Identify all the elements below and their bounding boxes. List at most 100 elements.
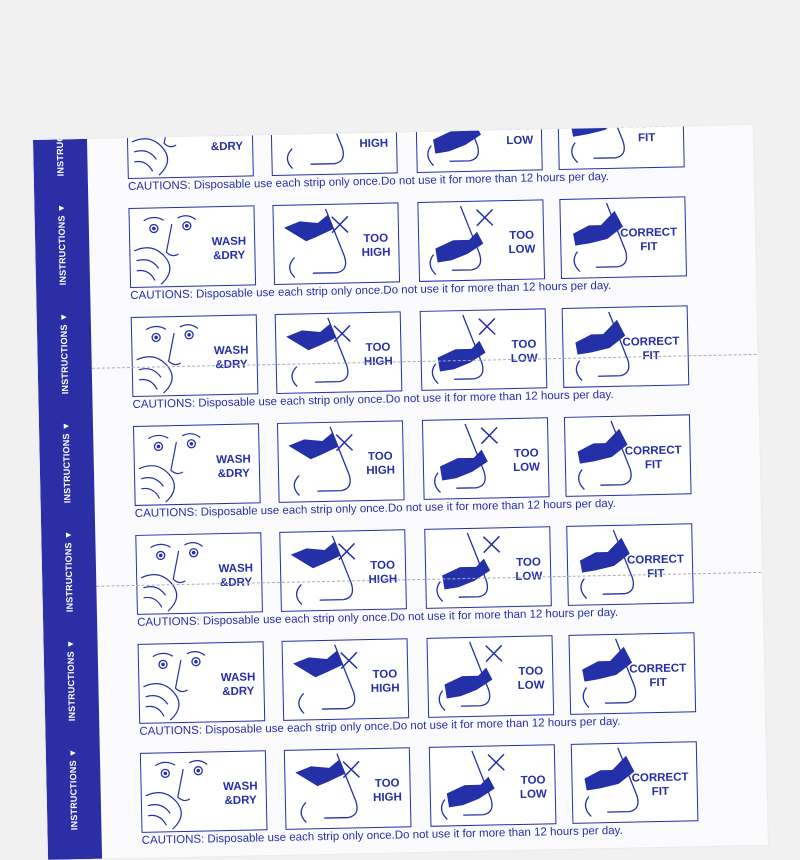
panel-label: WASH &DRY bbox=[213, 344, 249, 372]
nose-strip-too-low-icon bbox=[436, 532, 501, 602]
nose-strip-correct-icon bbox=[579, 529, 635, 599]
instruction-panel: TOO HIGH bbox=[279, 529, 407, 612]
nose-strip-too-high-icon bbox=[286, 317, 351, 387]
instruction-panel: CORRECT FIT bbox=[557, 124, 685, 170]
instruction-panel: TOO LOW bbox=[424, 526, 552, 609]
instruction-panel: CORRECT FIT bbox=[566, 523, 694, 606]
panel-label: TOO LOW bbox=[510, 338, 538, 366]
nose-strip-correct-icon bbox=[575, 311, 630, 382]
instructions-text: INSTRUCTIONS ▼ bbox=[58, 311, 71, 394]
instructions-text: INSTRUCTIONS ▼ bbox=[63, 529, 75, 612]
instruction-panel: WASH &DRY bbox=[130, 314, 259, 397]
panel-label: CORRECT FIT bbox=[618, 125, 675, 145]
face-washing-icon bbox=[140, 542, 203, 612]
instructions-text: INSTRUCTIONS ▼ bbox=[56, 202, 69, 285]
band-instructions-label: INSTRUCTIONS ▼ bbox=[36, 298, 92, 408]
instruction-panel: TOO HIGH bbox=[281, 638, 410, 721]
face-washing-icon bbox=[136, 324, 199, 394]
instruction-panel: WASH &DRY bbox=[133, 423, 261, 506]
face-washing-icon bbox=[143, 651, 206, 721]
band-instructions-label: INSTRUCTIONS ▼ bbox=[43, 625, 99, 735]
nose-strip-too-high-icon bbox=[281, 124, 345, 170]
instruction-panel: TOO HIGH bbox=[276, 420, 405, 503]
panel-label: TOO HIGH bbox=[361, 232, 391, 260]
panel-label: WASH &DRY bbox=[222, 780, 258, 808]
panel-label: TOO LOW bbox=[506, 124, 534, 148]
panel-label: TOO LOW bbox=[519, 774, 547, 801]
panel-label: CORRECT FIT bbox=[631, 771, 689, 799]
nose-strip-too-low-icon bbox=[440, 750, 505, 820]
nose-strip-too-low-icon bbox=[431, 314, 496, 385]
nose-strip-too-low-icon bbox=[429, 205, 494, 276]
panel-label: CORRECT FIT bbox=[620, 226, 678, 254]
nose-strip-too-high-icon bbox=[288, 426, 354, 496]
panel-label: TOO HIGH bbox=[370, 668, 400, 696]
panel-label: CORRECT FIT bbox=[624, 444, 682, 472]
panel-label: TOO LOW bbox=[515, 556, 543, 583]
panel-label: TOO LOW bbox=[508, 229, 536, 257]
panel-label: WASH &DRY bbox=[216, 453, 251, 481]
nose-strip-correct-icon bbox=[570, 124, 625, 164]
instruction-panel: CORRECT FIT bbox=[570, 741, 699, 824]
panel-label: TOO HIGH bbox=[363, 341, 393, 369]
panel-label: TOO HIGH bbox=[366, 450, 396, 478]
instructions-band: INSTRUCTIONS ▼ INSTRUCTIONS ▼ INSTRUCTIONS… bbox=[33, 125, 103, 860]
face-washing-icon bbox=[134, 215, 197, 285]
nose-strip-too-high-icon bbox=[290, 535, 356, 605]
instruction-panel: TOO LOW bbox=[419, 308, 548, 391]
panel-label: TOO HIGH bbox=[372, 777, 402, 805]
instruction-panel: WASH &DRY bbox=[137, 641, 266, 724]
panel-label: CORRECT FIT bbox=[629, 662, 687, 690]
face-washing-icon bbox=[138, 433, 201, 503]
panel-label: WASH &DRY bbox=[209, 126, 245, 154]
panel-label: TOO LOW bbox=[517, 665, 545, 692]
instruction-panel: TOO HIGH bbox=[283, 747, 412, 830]
instructions-text: INSTRUCTIONS ▼ bbox=[65, 638, 78, 721]
instructions-text: INSTRUCTIONS ▼ bbox=[67, 747, 80, 830]
nose-strip-too-high-icon bbox=[293, 644, 358, 714]
instructions-text: INSTRUCTIONS ▼ bbox=[60, 420, 73, 503]
nose-strip-too-high-icon bbox=[283, 208, 349, 279]
face-washing-icon bbox=[145, 760, 208, 830]
panel-label: WASH &DRY bbox=[211, 235, 247, 263]
nose-strip-correct-icon bbox=[573, 202, 628, 273]
panel-label: WASH &DRY bbox=[218, 562, 254, 590]
instruction-sheet: INSTRUCTIONS ▼ INSTRUCTIONS ▼ INSTRUCTIONS… bbox=[33, 124, 768, 860]
instruction-panel: CORRECT FIT bbox=[559, 196, 687, 279]
band-instructions-label: INSTRUCTIONS ▼ bbox=[41, 516, 97, 626]
instruction-panel: TOO HIGH bbox=[274, 311, 403, 394]
instruction-panel: TOO HIGH bbox=[270, 124, 398, 177]
band-instructions-label: INSTRUCTIONS ▼ bbox=[34, 189, 90, 299]
instruction-panel: CORRECT FIT bbox=[563, 414, 692, 497]
instruction-panel: CORRECT FIT bbox=[561, 305, 690, 388]
band-instructions-label: INSTRUCTIONS ▼ bbox=[45, 734, 101, 844]
instruction-panel: WASH &DRY bbox=[139, 750, 268, 833]
band-instructions-label: INSTRUCTIONS ▼ bbox=[39, 407, 95, 517]
instruction-panel: TOO LOW bbox=[428, 744, 557, 827]
panel-label: WASH &DRY bbox=[220, 671, 256, 699]
panel-label: TOO HIGH bbox=[359, 124, 389, 151]
instruction-panel: CORRECT FIT bbox=[568, 632, 697, 715]
nose-strip-too-low-icon bbox=[438, 641, 503, 711]
instructions-text: INSTRUCTIONS ▼ bbox=[54, 124, 66, 176]
instruction-panel: WASH &DRY bbox=[128, 205, 257, 288]
nose-strip-too-high-icon bbox=[295, 753, 360, 823]
nose-strip-too-low-icon bbox=[427, 124, 481, 167]
instruction-panel: WASH &DRY bbox=[135, 532, 263, 615]
panel-label: TOO LOW bbox=[513, 447, 541, 475]
nose-strip-correct-icon bbox=[582, 638, 637, 708]
instruction-panel: TOO LOW bbox=[417, 199, 546, 282]
instruction-panel: TOO HIGH bbox=[272, 202, 401, 285]
instruction-panel: TOO LOW bbox=[415, 124, 543, 173]
instruction-panel: WASH &DRY bbox=[126, 124, 254, 180]
instruction-panel: TOO LOW bbox=[421, 417, 550, 500]
panel-label: TOO HIGH bbox=[368, 559, 398, 587]
nose-strip-too-low-icon bbox=[434, 423, 498, 494]
nose-strip-correct-icon bbox=[577, 420, 632, 490]
